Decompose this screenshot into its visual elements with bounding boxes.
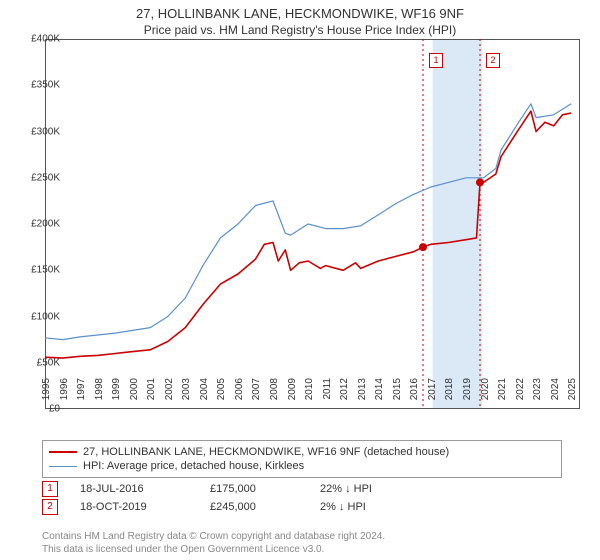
sale-price: £175,000 xyxy=(210,483,320,495)
x-tick-label: 1997 xyxy=(76,378,87,400)
y-tick-label: £150K xyxy=(31,265,60,276)
x-tick-label: 2009 xyxy=(287,378,298,400)
page-subtitle: Price paid vs. HM Land Registry's House … xyxy=(0,21,600,39)
x-tick-label: 2013 xyxy=(357,378,368,400)
legend-swatch xyxy=(49,451,77,453)
legend-swatch xyxy=(49,466,77,467)
sale-marker: 1 xyxy=(42,481,58,497)
price-line-chart xyxy=(45,39,580,409)
y-tick-label: £0 xyxy=(49,404,60,415)
x-tick-label: 2000 xyxy=(129,378,140,400)
legend: 27, HOLLINBANK LANE, HECKMONDWIKE, WF16 … xyxy=(42,440,562,478)
x-tick-label: 2004 xyxy=(199,378,210,400)
x-tick-label: 2014 xyxy=(374,378,385,400)
x-tick-label: 2012 xyxy=(339,378,350,400)
x-tick-label: 2011 xyxy=(322,378,333,400)
x-tick-label: 2003 xyxy=(181,378,192,400)
footer-line: This data is licensed under the Open Gov… xyxy=(42,544,385,557)
x-tick-label: 2021 xyxy=(497,378,508,400)
sale-marker: 2 xyxy=(42,499,58,515)
x-tick-label: 1998 xyxy=(94,378,105,400)
y-tick-label: £300K xyxy=(31,126,60,137)
x-tick-label: 1995 xyxy=(41,378,52,400)
x-tick-label: 2017 xyxy=(427,378,438,400)
x-tick-label: 2005 xyxy=(216,378,227,400)
y-tick-label: £50K xyxy=(37,357,60,368)
footer-line: Contains HM Land Registry data © Crown c… xyxy=(42,531,385,544)
x-tick-label: 2023 xyxy=(532,378,543,400)
x-tick-label: 2008 xyxy=(269,378,280,400)
x-tick-label: 2025 xyxy=(567,378,578,400)
sale-row: 1 18-JUL-2016 £175,000 22% ↓ HPI xyxy=(42,480,562,498)
sale-date: 18-OCT-2019 xyxy=(80,501,210,513)
x-tick-label: 2001 xyxy=(146,378,157,400)
x-tick-label: 2006 xyxy=(234,378,245,400)
page-title: 27, HOLLINBANK LANE, HECKMONDWIKE, WF16 … xyxy=(0,0,600,21)
sales-table: 1 18-JUL-2016 £175,000 22% ↓ HPI 2 18-OC… xyxy=(42,480,562,516)
footer: Contains HM Land Registry data © Crown c… xyxy=(42,531,385,556)
x-tick-label: 2019 xyxy=(462,378,473,400)
x-tick-label: 2020 xyxy=(480,378,491,400)
chart-container xyxy=(45,39,580,409)
x-tick-label: 2018 xyxy=(444,378,455,400)
sale-delta: 2% ↓ HPI xyxy=(320,501,562,513)
vline-label: 2 xyxy=(486,53,500,68)
x-tick-label: 1996 xyxy=(59,378,70,400)
x-tick-label: 1999 xyxy=(111,378,122,400)
y-tick-label: £250K xyxy=(31,172,60,183)
sale-price: £245,000 xyxy=(210,501,320,513)
legend-label: 27, HOLLINBANK LANE, HECKMONDWIKE, WF16 … xyxy=(83,446,449,458)
legend-label: HPI: Average price, detached house, Kirk… xyxy=(83,460,304,472)
x-tick-label: 2002 xyxy=(164,378,175,400)
y-tick-label: £350K xyxy=(31,80,60,91)
y-tick-label: £400K xyxy=(31,34,60,45)
sale-date: 18-JUL-2016 xyxy=(80,483,210,495)
legend-row: HPI: Average price, detached house, Kirk… xyxy=(49,459,555,473)
y-tick-label: £100K xyxy=(31,311,60,322)
legend-row: 27, HOLLINBANK LANE, HECKMONDWIKE, WF16 … xyxy=(49,445,555,459)
x-tick-label: 2015 xyxy=(392,378,403,400)
y-tick-label: £200K xyxy=(31,219,60,230)
sale-row: 2 18-OCT-2019 £245,000 2% ↓ HPI xyxy=(42,498,562,516)
x-tick-label: 2022 xyxy=(515,378,526,400)
x-tick-label: 2007 xyxy=(251,378,262,400)
sale-delta: 22% ↓ HPI xyxy=(320,483,562,495)
vline-label: 1 xyxy=(429,53,443,68)
x-tick-label: 2024 xyxy=(550,378,561,400)
x-tick-label: 2010 xyxy=(304,378,315,400)
x-tick-label: 2016 xyxy=(409,378,420,400)
